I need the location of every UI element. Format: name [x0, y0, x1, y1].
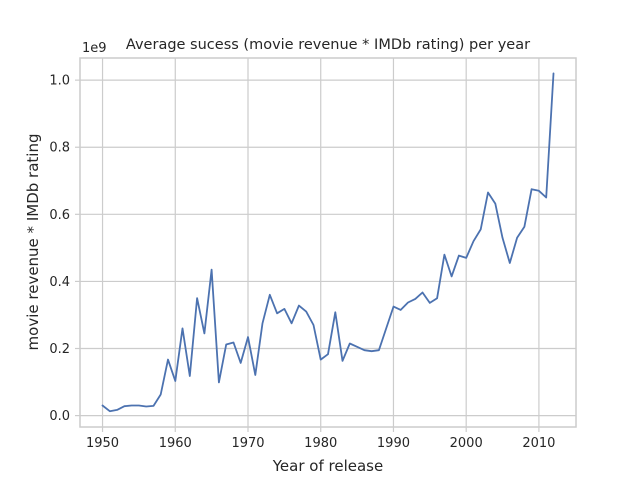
y-tick-label: 0.4: [49, 275, 70, 290]
x-tick-label: 1970: [231, 436, 264, 451]
series-line: [101, 72, 555, 413]
y-tick-label: 0.0: [49, 409, 70, 424]
x-tick-label: 1990: [377, 436, 410, 451]
y-axis-label: movie revenue * IMDb rating: [24, 134, 42, 351]
plot-frame: [79, 57, 577, 428]
x-axis-label: Year of release: [272, 457, 383, 475]
x-tick-label: 2000: [450, 436, 483, 451]
chart-title: Average sucess (movie revenue * IMDb rat…: [126, 37, 530, 53]
y-tick-label: 1.0: [49, 74, 70, 89]
y-tick-label: 0.2: [49, 342, 70, 357]
x-tick-label: 1960: [159, 436, 192, 451]
y-tick-label: 0.6: [49, 208, 70, 223]
x-tick-label: 1950: [86, 436, 119, 451]
axis-ticks: 1950 1960 1970 1980 1990 2000 2010 0.0 0.2 0.4 0.6…: [49, 74, 555, 451]
y-tick-label: 0.8: [49, 141, 70, 156]
x-tick-label: 1980: [304, 436, 337, 451]
y-offset-label: 1e9: [82, 41, 107, 56]
grid: [80, 58, 576, 427]
x-tick-label: 2010: [522, 436, 555, 451]
series-layer: [101, 72, 555, 413]
